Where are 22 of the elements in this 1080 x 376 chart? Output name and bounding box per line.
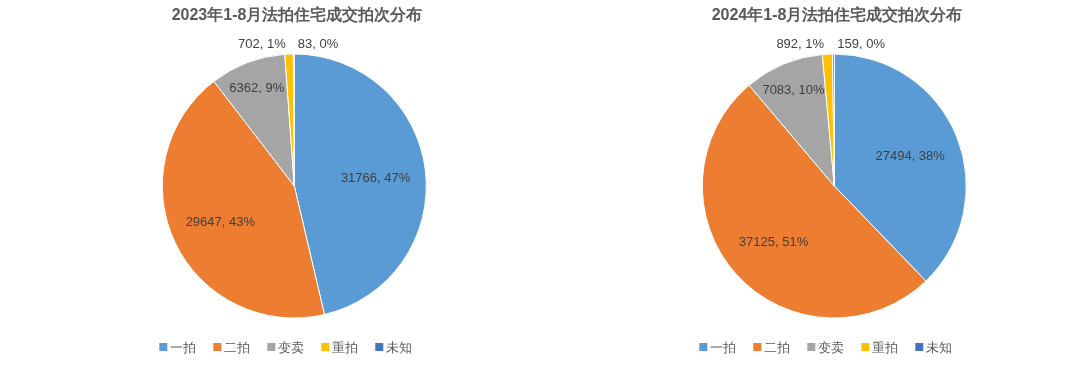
data-label: 29647, 43% (185, 214, 256, 230)
data-label: 7083, 10% (762, 81, 826, 97)
chart-title: 2024年1-8月法拍住宅成交拍次分布 (711, 5, 963, 23)
data-label: 892, 1% (776, 36, 825, 52)
data-label: 83, 0% (297, 36, 339, 51)
data-label: 702, 1% (238, 36, 287, 52)
legend-label: 变卖 (818, 340, 845, 355)
data-label: 6362, 9% (229, 80, 285, 96)
data-label: 31766, 47% (340, 169, 411, 185)
legend-label: 未知 (926, 340, 953, 355)
legend-label: 二拍 (224, 340, 251, 355)
legend-label: 未知 (386, 340, 413, 355)
data-label: 159, 0% (837, 36, 886, 51)
legend-label: 一拍 (170, 340, 197, 355)
legend-label: 一拍 (710, 340, 737, 355)
chart-title: 2023年1-8月法拍住宅成交拍次分布 (171, 5, 423, 23)
data-label: 37125, 51% (738, 233, 809, 249)
legend-label: 二拍 (764, 340, 791, 355)
legend-label: 重拍 (872, 340, 899, 355)
data-label: 27494, 38% (875, 148, 946, 164)
legend-label: 变卖 (278, 340, 305, 355)
legend-label: 重拍 (332, 340, 359, 355)
